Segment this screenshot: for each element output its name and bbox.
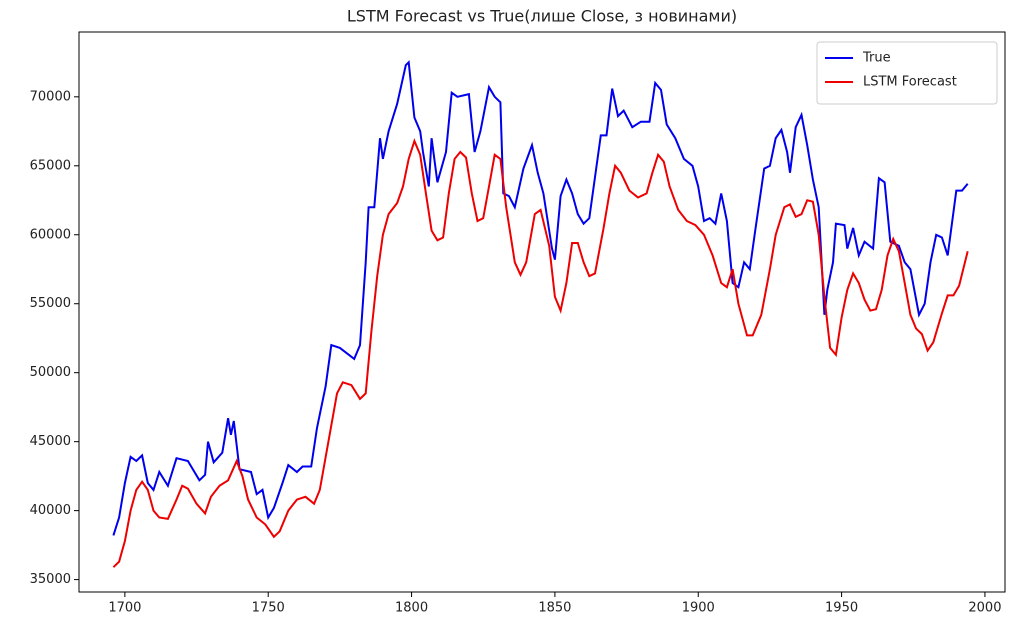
line — [112, 138, 969, 568]
y-tick-label: 45000 — [30, 434, 71, 449]
y-tick-label: 55000 — [30, 296, 71, 311]
line — [112, 60, 969, 536]
y-tick-label: 35000 — [30, 572, 71, 587]
y-tick-label: 70000 — [30, 89, 71, 104]
y-tick-label: 40000 — [30, 503, 71, 518]
x-tick-label: 1850 — [538, 601, 571, 616]
plot-frame — [78, 31, 1006, 593]
legend-label: LSTM Forecast — [863, 75, 957, 90]
chart-title: LSTM Forecast vs True(лише Close, з нови… — [347, 7, 737, 26]
y-tick-label: 60000 — [30, 227, 71, 242]
y-tick-label: 65000 — [30, 158, 71, 173]
x-tick-label: 1800 — [395, 601, 428, 616]
x-tick-label: 1950 — [825, 601, 858, 616]
y-tick-label: 50000 — [30, 365, 71, 380]
legend-label: True — [862, 51, 891, 66]
x-tick-label: 1750 — [252, 601, 285, 616]
x-tick-label: 2000 — [968, 601, 1001, 616]
legend-box — [816, 41, 998, 105]
x-tick-label: 1700 — [108, 601, 141, 616]
x-tick-label: 1900 — [682, 601, 715, 616]
